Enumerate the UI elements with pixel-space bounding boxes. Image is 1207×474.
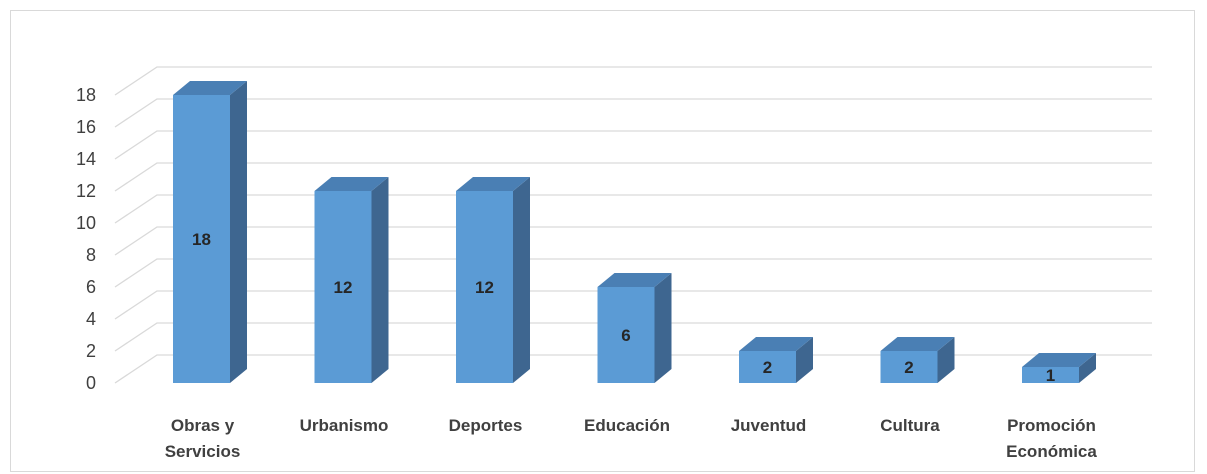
bar-top: [173, 81, 247, 95]
y-axis-ticks: 0 2 4 6 8 10 12 14 16 18: [76, 85, 96, 393]
y-tick-label: 6: [86, 277, 96, 297]
bar-side: [371, 177, 389, 383]
bar-side: [796, 337, 813, 383]
bar-top: [880, 337, 955, 351]
x-axis-ticks: Obras y Servicios Urbanismo Deportes Educaci…: [165, 416, 1098, 461]
bar-front: [739, 351, 796, 383]
y-tick-label: 2: [86, 341, 96, 361]
bar-front: [880, 351, 938, 383]
x-tick-label: Promoción Económica: [1006, 416, 1097, 461]
gridline: [114, 194, 1152, 224]
bar-side: [513, 177, 530, 383]
bar-top: [739, 337, 813, 351]
bar-top: [314, 177, 389, 191]
bar-top: [1022, 353, 1096, 367]
y-tick-label: 12: [76, 181, 96, 201]
bar-side: [230, 81, 247, 383]
x-tick-label: Urbanismo: [300, 416, 389, 435]
bar: [314, 177, 389, 383]
bar: [456, 177, 530, 383]
bar-top: [456, 177, 530, 191]
data-label: 12: [475, 278, 494, 297]
data-label: 18: [192, 230, 211, 249]
data-label: 6: [621, 326, 630, 345]
data-label: 12: [334, 278, 353, 297]
y-tick-label: 10: [76, 213, 96, 233]
x-tick-label: Deportes: [449, 416, 523, 435]
bar-front: [314, 191, 372, 383]
gridline: [114, 354, 1152, 384]
x-tick-label: Cultura: [880, 416, 940, 435]
gridline: [114, 290, 1152, 320]
data-label: 2: [904, 358, 913, 377]
bar-side: [1079, 353, 1096, 383]
bar: [1022, 353, 1096, 383]
gridline: [114, 322, 1152, 352]
y-tick-label: 8: [86, 245, 96, 265]
gridline: [114, 226, 1152, 256]
bar: [173, 81, 247, 383]
y-tick-label: 18: [76, 85, 96, 105]
gridline: [114, 162, 1152, 192]
y-tick-label: 14: [76, 149, 96, 169]
data-label: 1: [1046, 366, 1055, 385]
bar-front: [456, 191, 513, 383]
bar: [739, 337, 813, 383]
gridline: [114, 130, 1152, 160]
x-tick-label: Obras y Servicios: [165, 416, 241, 461]
bar: [597, 273, 672, 383]
bar-side: [937, 337, 955, 383]
data-label: 2: [763, 358, 772, 377]
x-tick-label: Educación: [584, 416, 670, 435]
gridline: [114, 258, 1152, 288]
gridlines: [114, 66, 1152, 384]
bar-front: [597, 287, 655, 383]
y-tick-label: 4: [86, 309, 96, 329]
bars: [173, 81, 1096, 383]
x-tick-label: Juventud: [731, 416, 807, 435]
gridline: [114, 98, 1152, 128]
y-tick-label: 16: [76, 117, 96, 137]
bar-front: [173, 95, 230, 383]
bar-side: [654, 273, 672, 383]
gridline: [114, 66, 1152, 96]
y-tick-label: 0: [86, 373, 96, 393]
bar-front: [1022, 367, 1079, 383]
bar-top: [597, 273, 672, 287]
data-labels: 18 12 12 6 2 2 1: [192, 230, 1055, 385]
bar: [880, 337, 955, 383]
